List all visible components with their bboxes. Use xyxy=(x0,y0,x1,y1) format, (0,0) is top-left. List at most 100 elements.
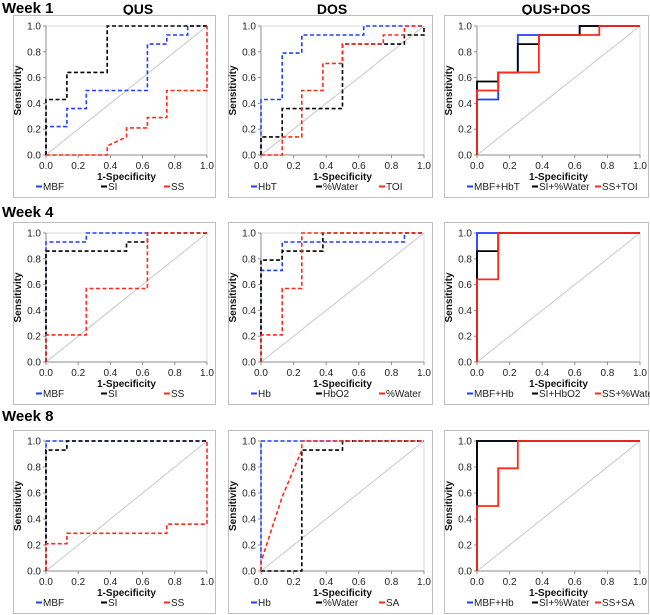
legend-label: HbT xyxy=(258,182,277,193)
y-tick-label: 0.8 xyxy=(27,47,41,58)
roc-curve-si-water xyxy=(476,25,640,155)
y-tick-label: 0.8 xyxy=(242,254,256,265)
reference-diagonal xyxy=(260,440,425,572)
y-axis-title: Sensitivity xyxy=(13,272,24,322)
y-tick-label: 0.0 xyxy=(242,567,256,578)
y-tick-label: 1.0 xyxy=(242,229,256,240)
y-tick-label: 0.0 xyxy=(27,358,41,369)
legend-label: Hb xyxy=(258,598,271,609)
legend-label: MBF+Hb xyxy=(474,598,514,609)
y-tick-label: 0.2 xyxy=(242,125,256,136)
x-tick-label: 0.0 xyxy=(39,368,53,379)
legend-label: TOI xyxy=(386,182,402,193)
x-tick-label: 0.4 xyxy=(319,161,333,172)
legend-label: MBF xyxy=(43,182,64,193)
y-tick-label: 0.2 xyxy=(458,125,472,136)
roc-panel-week4-qus-dos: 0.0 0.2 0.4 0.6 0.8 1.0 0.0 0.2 0.4 0.6 0.8 1.0 1-Sp… xyxy=(444,222,650,405)
y-tick-label: 0.0 xyxy=(27,151,41,162)
x-tick-label: 0.2 xyxy=(503,368,517,379)
x-tick-label: 0.6 xyxy=(568,161,582,172)
roc-panel-week1-dos: 0.0 0.2 0.4 0.6 0.8 1.0 0.0 0.2 0.4 0.6 0.8 1.0 1-Sp… xyxy=(228,15,433,198)
legend-label: SS xyxy=(171,598,185,609)
legend-label: SS xyxy=(171,389,185,400)
y-tick-label: 0.8 xyxy=(242,47,256,58)
legend-label: HbO2 xyxy=(323,389,350,400)
legend-label: SI xyxy=(108,182,117,193)
x-tick-label: 0.8 xyxy=(600,577,614,588)
y-tick-label: 1.0 xyxy=(242,22,256,33)
legend-label: SI+%Water xyxy=(539,598,590,609)
x-tick-label: 0.2 xyxy=(287,161,301,172)
y-tick-label: 0.6 xyxy=(242,73,256,84)
roc-chart-svg: 0.0 0.2 0.4 0.6 0.8 1.0 0.0 0.2 0.4 0.6 0.8 1.0 1-Sp… xyxy=(444,437,647,610)
x-tick-label: 1.0 xyxy=(417,577,431,588)
x-tick-label: 1.0 xyxy=(200,577,214,588)
y-tick-label: 0.8 xyxy=(242,463,256,474)
legend-label: SI xyxy=(108,598,117,609)
roc-curve--water xyxy=(261,440,424,572)
x-tick-label: 0.2 xyxy=(287,368,301,379)
x-tick-label: 0.0 xyxy=(254,577,268,588)
x-tick-label: 0.8 xyxy=(384,161,398,172)
y-tick-label: 1.0 xyxy=(27,22,41,33)
legend-label: SI+%Water xyxy=(539,182,590,193)
roc-chart-svg: 0.0 0.2 0.4 0.6 0.8 1.0 0.0 0.2 0.4 0.6 0.8 1.0 1-Sp… xyxy=(228,437,431,610)
y-tick-label: 0.8 xyxy=(458,254,472,265)
y-tick-label: 0.4 xyxy=(242,306,256,317)
x-tick-label: 0.4 xyxy=(319,368,333,379)
x-tick-label: 0.4 xyxy=(103,577,117,588)
legend-label: SS+SA xyxy=(602,598,635,609)
roc-curve-ss xyxy=(46,26,208,156)
y-tick-label: 0.0 xyxy=(242,151,256,162)
legend-label: MBF+HbT xyxy=(474,182,520,193)
legend-label: MBF xyxy=(43,598,64,609)
y-axis-title: Sensitivity xyxy=(444,481,455,531)
roc-curve-ss-water xyxy=(476,232,640,362)
x-tick-label: 0.2 xyxy=(287,577,301,588)
y-tick-label: 0.6 xyxy=(242,489,256,500)
roc-panel-week4-qus: 0.0 0.2 0.4 0.6 0.8 1.0 0.0 0.2 0.4 0.6 0.8 1.0 1-Sp… xyxy=(13,222,216,405)
y-axis-title: Sensitivity xyxy=(444,272,455,322)
x-axis-title: 1-Specificity xyxy=(529,379,588,390)
x-tick-label: 0.4 xyxy=(319,577,333,588)
x-tick-label: 0.0 xyxy=(254,368,268,379)
y-tick-label: 0.8 xyxy=(27,463,41,474)
x-axis-title: 1-Specificity xyxy=(313,172,372,183)
y-tick-label: 0.4 xyxy=(27,515,41,526)
x-axis-title: 1-Specificity xyxy=(97,172,156,183)
x-tick-label: 0.8 xyxy=(168,161,182,172)
roc-panel-week8-dos: 0.0 0.2 0.4 0.6 0.8 1.0 0.0 0.2 0.4 0.6 0.8 1.0 1-Sp… xyxy=(228,430,433,614)
x-tick-label: 0.8 xyxy=(600,368,614,379)
y-tick-label: 1.0 xyxy=(242,437,256,448)
roc-chart-svg: 0.0 0.2 0.4 0.6 0.8 1.0 0.0 0.2 0.4 0.6 0.8 1.0 1-Sp… xyxy=(13,437,214,610)
reference-diagonal xyxy=(45,440,208,572)
x-tick-label: 0.6 xyxy=(568,577,582,588)
roc-curve-toi xyxy=(261,25,424,156)
y-tick-label: 0.0 xyxy=(27,567,41,578)
x-tick-label: 1.0 xyxy=(633,161,647,172)
x-tick-label: 1.0 xyxy=(417,368,431,379)
y-tick-label: 0.4 xyxy=(458,515,472,526)
roc-chart-svg: 0.0 0.2 0.4 0.6 0.8 1.0 0.0 0.2 0.4 0.6 0.8 1.0 1-Sp… xyxy=(228,229,431,401)
legend-label: SS+TOI xyxy=(602,182,638,193)
y-tick-label: 0.4 xyxy=(242,99,256,110)
y-tick-label: 0.8 xyxy=(458,47,472,58)
y-axis-title: Sensitivity xyxy=(228,65,239,115)
roc-curve-sa xyxy=(260,440,424,571)
x-tick-label: 0.0 xyxy=(39,577,53,588)
x-tick-label: 0.2 xyxy=(503,161,517,172)
y-tick-label: 0.6 xyxy=(27,489,41,500)
reference-diagonal xyxy=(476,232,641,363)
y-tick-label: 0.6 xyxy=(458,280,472,291)
x-tick-label: 0.4 xyxy=(535,161,549,172)
x-tick-label: 1.0 xyxy=(633,368,647,379)
x-tick-label: 1.0 xyxy=(417,161,431,172)
roc-chart-svg: 0.0 0.2 0.4 0.6 0.8 1.0 0.0 0.2 0.4 0.6 0.8 1.0 1-Sp… xyxy=(444,229,650,401)
legend-label: SS+%Water xyxy=(602,389,650,400)
legend-label: SS xyxy=(171,182,185,193)
x-tick-label: 0.0 xyxy=(470,368,484,379)
roc-panel-week8-qus: 0.0 0.2 0.4 0.6 0.8 1.0 0.0 0.2 0.4 0.6 0.8 1.0 1-Sp… xyxy=(13,430,216,614)
x-tick-label: 0.8 xyxy=(384,368,398,379)
y-tick-label: 1.0 xyxy=(458,229,472,240)
legend-label: %Water xyxy=(386,389,422,400)
